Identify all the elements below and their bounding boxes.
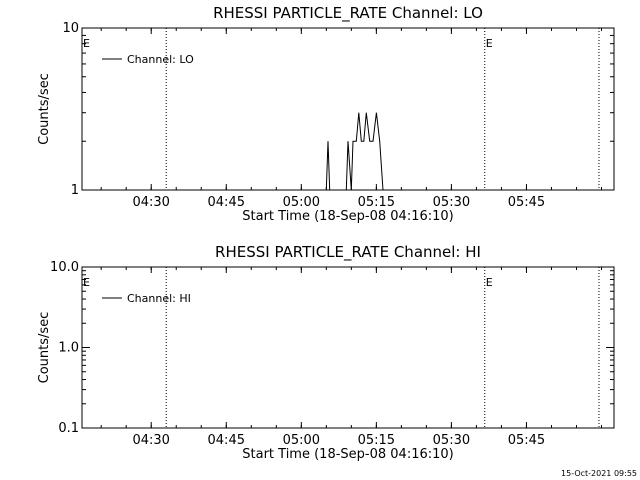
plot-frame xyxy=(81,27,615,191)
x-tick-label: 04:30 xyxy=(132,195,169,210)
x-tick-label: 05:00 xyxy=(283,195,320,210)
x-axis-title: Start Time (18-Sep-08 04:16:10) xyxy=(242,447,453,462)
x-tick-label: 04:45 xyxy=(208,195,245,210)
y-axis-title: Counts/sec xyxy=(37,73,52,145)
x-tick-label: 05:15 xyxy=(358,433,395,448)
y-tick-label: 1.0 xyxy=(58,341,79,356)
x-tick-label: 04:30 xyxy=(132,433,169,448)
x-tick-label: 05:00 xyxy=(283,433,320,448)
y-tick-label: 10 xyxy=(62,21,79,36)
x-tick-label: 05:30 xyxy=(433,433,470,448)
event-marker-label: E xyxy=(83,276,90,289)
legend-label: Channel: LO xyxy=(127,53,194,66)
event-marker-label: E xyxy=(486,37,493,50)
x-axis-title: Start Time (18-Sep-08 04:16:10) xyxy=(242,209,453,224)
chart-title: RHESSI PARTICLE_RATE Channel: HI xyxy=(215,243,481,262)
y-axis-title: Counts/sec xyxy=(37,312,52,384)
series-line xyxy=(325,112,384,191)
y-tick-label: 0.1 xyxy=(58,421,79,436)
chart-hi-channel: RHESSI PARTICLE_RATE Channel: HI 04:30 04:… xyxy=(37,243,615,462)
footer-timestamp: 15-Oct-2021 09:55 xyxy=(561,469,637,478)
event-marker-label: E xyxy=(83,37,90,50)
x-tick-label: 05:30 xyxy=(433,195,470,210)
chart-lo-channel: RHESSI PARTICLE_RATE Channel: LO 04:30 04:… xyxy=(37,4,615,224)
event-marker-label: E xyxy=(486,276,493,289)
chart-title: RHESSI PARTICLE_RATE Channel: LO xyxy=(213,4,483,23)
y-tick-label: 1 xyxy=(71,183,79,198)
x-tick-label: 05:45 xyxy=(508,433,545,448)
x-tick-label: 04:45 xyxy=(208,433,245,448)
y-tick-label: 10.0 xyxy=(50,260,79,275)
legend-label: Channel: HI xyxy=(127,292,191,305)
x-tick-label: 05:45 xyxy=(508,195,545,210)
x-tick-label: 05:15 xyxy=(358,195,395,210)
